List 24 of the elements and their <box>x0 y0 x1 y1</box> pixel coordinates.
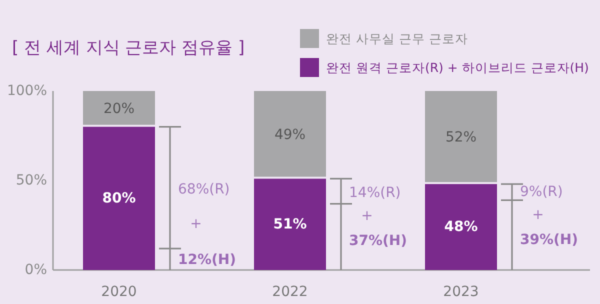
annotation: 9%(R) <box>520 184 563 200</box>
annotation: 37%(H) <box>349 233 408 250</box>
annotation: 39%(H) <box>520 232 578 248</box>
data-label: 51% <box>273 216 307 232</box>
y-tick-label: 0% <box>24 262 47 278</box>
x-tick-label: 2023 <box>443 284 479 300</box>
annotation: 14%(R) <box>349 185 401 202</box>
data-label: 20% <box>103 100 135 117</box>
annotation: 68%(R) <box>178 182 230 198</box>
chart-title: [ 전 세계 지식 근로자 점유율 ] <box>12 38 245 58</box>
data-label: 80% <box>102 190 136 206</box>
x-tick-label: 2022 <box>272 284 308 300</box>
annotation: 12%(H) <box>178 252 236 268</box>
annotation: + <box>532 207 544 224</box>
data-label: 49% <box>274 126 306 143</box>
y-tick-label: 50% <box>16 172 47 188</box>
legend-label: 완전 원격 근로자(R) + 하이브리드 근로자(H) <box>326 60 589 75</box>
data-label: 52% <box>445 130 477 146</box>
x-tick-label: 2020 <box>101 284 137 300</box>
annotation: + <box>190 216 202 232</box>
legend-label: 완전 사무실 근무 근로자 <box>326 31 468 46</box>
data-label: 48% <box>444 219 478 236</box>
annotation: + <box>361 208 373 224</box>
y-tick-label: 100% <box>6 83 47 99</box>
